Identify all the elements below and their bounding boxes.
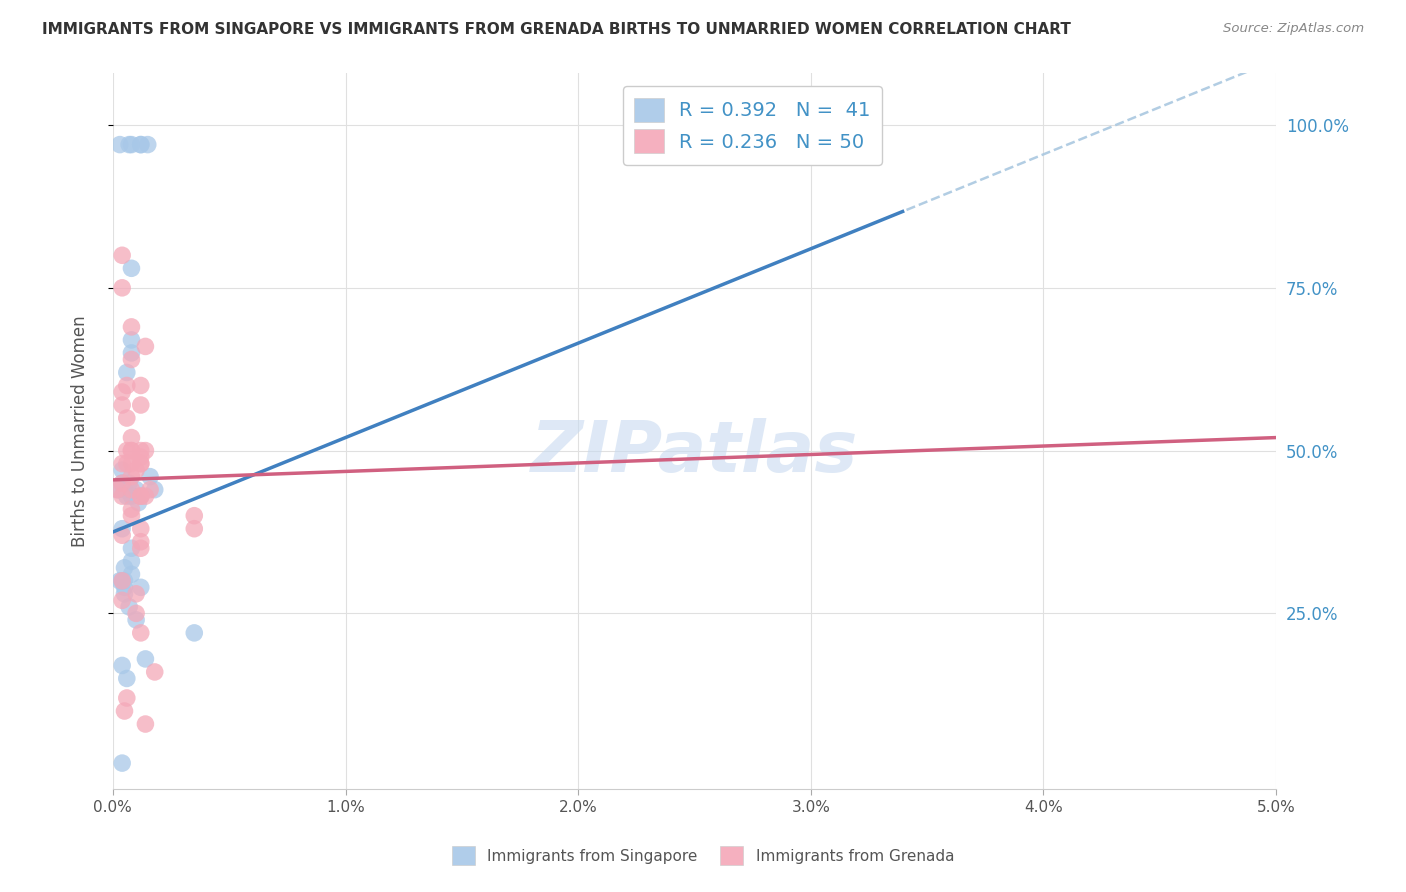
Point <box>108 574 131 588</box>
Point <box>115 457 138 471</box>
Point <box>111 476 134 491</box>
Point <box>129 137 152 152</box>
Point <box>183 508 205 523</box>
Point <box>114 587 136 601</box>
Point <box>121 457 143 471</box>
Point <box>129 398 152 412</box>
Text: IMMIGRANTS FROM SINGAPORE VS IMMIGRANTS FROM GRENADA BIRTHS TO UNMARRIED WOMEN C: IMMIGRANTS FROM SINGAPORE VS IMMIGRANTS … <box>42 22 1071 37</box>
Point <box>121 431 143 445</box>
Point <box>107 483 129 497</box>
Y-axis label: Births to Unmarried Women: Births to Unmarried Women <box>72 315 89 547</box>
Point <box>129 534 152 549</box>
Point <box>121 333 143 347</box>
Point <box>129 626 152 640</box>
Point <box>121 346 143 360</box>
Point <box>111 574 134 588</box>
Legend: R = 0.392   N =  41, R = 0.236   N = 50: R = 0.392 N = 41, R = 0.236 N = 50 <box>623 87 882 165</box>
Point <box>139 469 162 483</box>
Point <box>111 457 134 471</box>
Point <box>114 704 136 718</box>
Point <box>114 580 136 594</box>
Point <box>114 574 136 588</box>
Point <box>121 137 143 152</box>
Point <box>134 339 156 353</box>
Point <box>134 652 156 666</box>
Point <box>129 541 152 556</box>
Point <box>134 717 156 731</box>
Point <box>121 554 143 568</box>
Point <box>125 613 148 627</box>
Point <box>114 483 136 497</box>
Point <box>129 137 152 152</box>
Point <box>129 450 152 464</box>
Point <box>121 443 143 458</box>
Point <box>107 483 129 497</box>
Point <box>121 443 143 458</box>
Point <box>121 489 143 503</box>
Point <box>129 489 152 503</box>
Point <box>111 522 134 536</box>
Point <box>121 502 143 516</box>
Point <box>139 483 162 497</box>
Point <box>115 489 138 503</box>
Point <box>114 561 136 575</box>
Text: Source: ZipAtlas.com: Source: ZipAtlas.com <box>1223 22 1364 36</box>
Point <box>121 469 143 483</box>
Point <box>118 476 141 491</box>
Point <box>134 443 156 458</box>
Point <box>118 599 141 614</box>
Point <box>129 489 152 503</box>
Point <box>125 587 148 601</box>
Point <box>111 593 134 607</box>
Point <box>111 281 134 295</box>
Text: ZIPatlas: ZIPatlas <box>531 418 858 487</box>
Point <box>115 443 138 458</box>
Point <box>125 463 148 477</box>
Point <box>121 483 143 497</box>
Point <box>129 378 152 392</box>
Point <box>129 489 152 503</box>
Point <box>127 496 149 510</box>
Point <box>111 528 134 542</box>
Point <box>115 378 138 392</box>
Point <box>129 457 152 471</box>
Point <box>111 384 134 399</box>
Point <box>115 691 138 706</box>
Point <box>115 366 138 380</box>
Point <box>111 756 134 770</box>
Point <box>129 522 152 536</box>
Point <box>121 261 143 276</box>
Point <box>121 352 143 367</box>
Point <box>121 508 143 523</box>
Point <box>111 489 134 503</box>
Point <box>121 541 143 556</box>
Point <box>129 457 152 471</box>
Point <box>111 463 134 477</box>
Point <box>129 580 152 594</box>
Point <box>183 626 205 640</box>
Point <box>706 137 728 152</box>
Point <box>183 522 205 536</box>
Point <box>136 137 159 152</box>
Point <box>115 411 138 425</box>
Point <box>134 489 156 503</box>
Point <box>125 483 148 497</box>
Legend: Immigrants from Singapore, Immigrants from Grenada: Immigrants from Singapore, Immigrants fr… <box>446 840 960 871</box>
Point <box>125 607 148 621</box>
Point <box>129 443 152 458</box>
Point <box>115 672 138 686</box>
Point <box>121 319 143 334</box>
Point <box>118 137 141 152</box>
Point <box>111 658 134 673</box>
Point <box>111 476 134 491</box>
Point <box>111 398 134 412</box>
Point <box>121 567 143 582</box>
Point <box>111 574 134 588</box>
Point <box>143 665 166 679</box>
Point <box>111 248 134 262</box>
Point <box>108 137 131 152</box>
Point <box>143 483 166 497</box>
